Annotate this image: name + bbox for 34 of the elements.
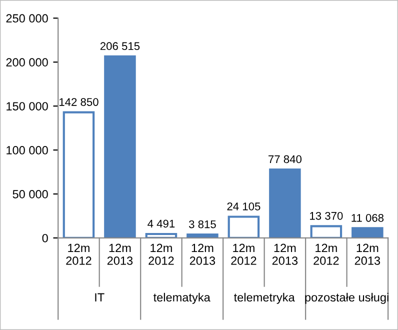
series-label: 12m 2012 [66, 244, 92, 265]
data-label: 206 515 [100, 42, 140, 50]
bar [228, 216, 260, 238]
bar [62, 111, 95, 238]
text: 12m 2013 [272, 244, 298, 265]
data-label: 24 105 [227, 202, 260, 210]
x-tick-label: IT [95, 293, 104, 302]
text: 12m 2013 [354, 244, 380, 265]
data-label: 3 815 [188, 220, 216, 228]
data-label: 13 370 [310, 212, 343, 220]
text: 12m 2013 [190, 244, 216, 265]
bar [104, 55, 136, 238]
data-label: 4 491 [148, 220, 175, 228]
bar [352, 227, 384, 238]
bar [186, 234, 218, 238]
data-label: 77 840 [268, 155, 302, 164]
bar [269, 168, 301, 238]
bar [310, 225, 342, 238]
y-tick-label: 50 000 [12, 190, 48, 198]
y-tick-label: 150 000 [6, 102, 48, 110]
y-tick-label: 100 000 [6, 146, 48, 154]
data-label: 142 850 [59, 98, 98, 106]
text: 12m 2012 [148, 244, 174, 265]
bar [145, 232, 178, 238]
y-tick-label: 0 [42, 234, 48, 242]
x-tick-label: telemetryka [234, 292, 295, 304]
y-tick-label: 200 000 [6, 58, 48, 66]
x-tick-label: pozostałe usługi [305, 292, 388, 304]
data-label: 11 068 [352, 214, 384, 222]
text: 12m 2012 [231, 244, 256, 265]
series-label: 12m 2013 [107, 244, 133, 265]
x-tick-label: telematyka [153, 292, 210, 304]
y-tick-label: 250 000 [6, 14, 48, 23]
text: 12m 2012 [314, 244, 339, 265]
